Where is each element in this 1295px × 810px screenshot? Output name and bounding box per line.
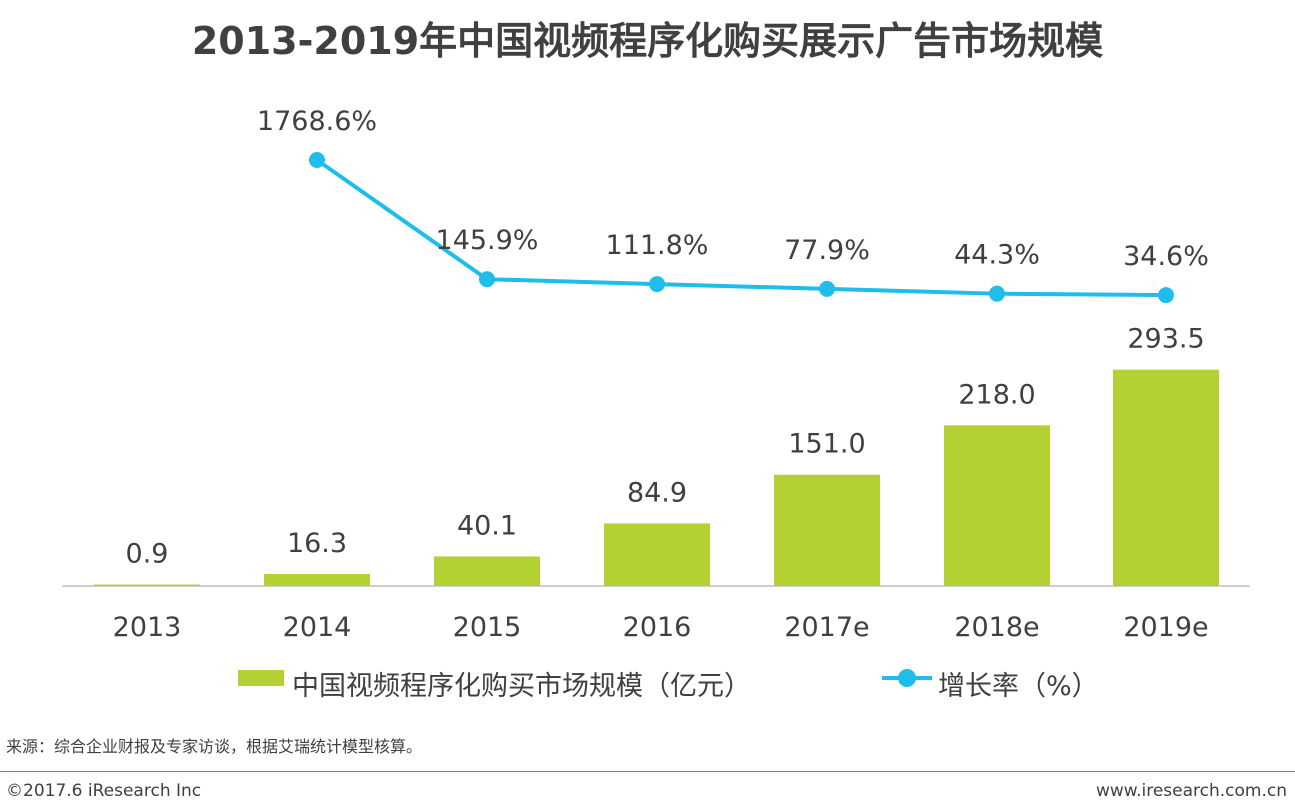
bar-2014 <box>264 573 370 586</box>
x-tick-2015: 2015 <box>453 612 522 643</box>
bar-2017e <box>774 474 880 586</box>
legend: 中国视频程序化购买市场规模（亿元） 增长率（%） <box>238 669 1099 702</box>
x-tick-2019e: 2019e <box>1123 612 1208 643</box>
bar-label-2017e: 151.0 <box>788 429 865 460</box>
legend-bar-swatch <box>238 670 284 686</box>
growth-value-labels: 1768.6% 145.9% 111.8% 77.9% 44.3% 34.6% <box>257 106 1209 272</box>
bar-label-2016: 84.9 <box>627 477 687 508</box>
x-tick-2018e: 2018e <box>954 612 1039 643</box>
legend-line-label: 增长率（%） <box>938 671 1099 702</box>
growth-point-2015 <box>479 271 495 288</box>
chart-area: 0.9 16.3 40.1 84.9 151.0 218.0 293.5 1768.6% 14… <box>62 106 1250 702</box>
source-note: 来源：综合企业财报及专家访谈，根据艾瑞统计模型核算。 <box>6 737 423 756</box>
bar-2018e <box>944 425 1050 586</box>
growth-label-2017e: 77.9% <box>784 235 870 266</box>
bar-label-2014: 16.3 <box>287 528 347 559</box>
bar-2019e <box>1113 369 1219 586</box>
growth-point-2014 <box>309 152 325 168</box>
copyright: ©2017.6 iResearch Inc <box>6 781 202 801</box>
bar-2013 <box>94 584 200 586</box>
x-tick-labels: 2013 2014 2015 2016 2017e 2018e 2019e <box>113 612 1209 643</box>
legend-bar-label: 中国视频程序化购买市场规模（亿元） <box>292 671 751 702</box>
growth-point-2019e <box>1158 287 1174 304</box>
chart-title: 2013-2019年中国视频程序化购买展示广告市场规模 <box>191 19 1104 63</box>
bar-series <box>94 369 1219 586</box>
x-tick-2017e: 2017e <box>784 612 869 643</box>
x-tick-2014: 2014 <box>283 612 352 643</box>
growth-label-2018e: 44.3% <box>954 240 1040 271</box>
growth-point-2018e <box>989 285 1005 302</box>
growth-points <box>309 152 1174 304</box>
bar-value-labels: 0.9 16.3 40.1 84.9 151.0 218.0 293.5 <box>126 324 1205 570</box>
x-tick-2013: 2013 <box>113 612 182 643</box>
bar-2016 <box>604 523 710 586</box>
footer-divider <box>0 771 1295 772</box>
website: www.iresearch.com.cn <box>1095 781 1287 801</box>
growth-label-2016: 111.8% <box>606 230 709 261</box>
growth-label-2015: 145.9% <box>436 225 539 256</box>
growth-point-2017e <box>819 280 835 297</box>
bar-2015 <box>434 556 540 586</box>
growth-line <box>315 158 1167 298</box>
x-tick-2016: 2016 <box>623 612 692 643</box>
growth-label-2014: 1768.6% <box>257 106 377 137</box>
bar-label-2015: 40.1 <box>457 510 517 541</box>
growth-label-2019e: 34.6% <box>1123 241 1209 272</box>
bar-label-2013: 0.9 <box>126 539 169 570</box>
legend-line-marker <box>898 669 916 687</box>
growth-point-2016 <box>649 276 665 293</box>
bar-label-2018e: 218.0 <box>958 379 1035 410</box>
bar-label-2019e: 293.5 <box>1127 324 1204 355</box>
